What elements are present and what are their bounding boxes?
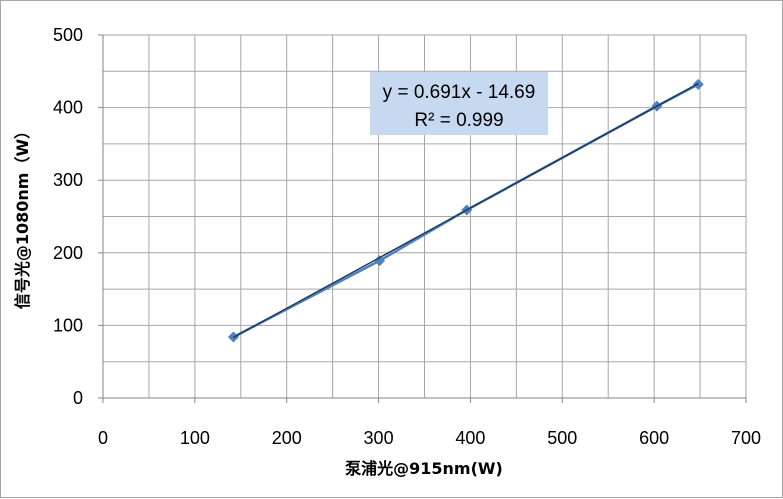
- y-tick-label: 500: [53, 25, 83, 45]
- x-tick-label: 700: [731, 428, 761, 448]
- x-tick-label: 400: [455, 428, 485, 448]
- equation-annotation: y = 0.691x - 14.69 R² = 0.999: [370, 72, 548, 135]
- x-axis-title: 泵浦光@915nm(W): [344, 459, 503, 478]
- x-tick-label: 500: [547, 428, 577, 448]
- trendline-equation: y = 0.691x - 14.69: [383, 82, 536, 103]
- x-tick-label: 0: [98, 428, 108, 448]
- trendline: [233, 82, 699, 339]
- x-tick-label: 300: [364, 428, 394, 448]
- y-tick-label: 0: [73, 388, 83, 408]
- x-tick-label: 100: [180, 428, 210, 448]
- axes: [98, 34, 747, 403]
- y-tick-label: 300: [53, 170, 83, 190]
- trendline-layer: [233, 82, 699, 339]
- equation-box: [370, 72, 548, 135]
- tick-labels: 0 100 200 300 400 500 600 700 0 100 200 300 400 500: [53, 25, 761, 448]
- data-point: [373, 255, 385, 267]
- y-axis-title: 信号光@1080nm（W）: [13, 123, 32, 309]
- grid: [102, 34, 747, 399]
- r-squared-label: R² = 0.999: [414, 110, 503, 131]
- x-tick-label: 600: [639, 428, 669, 448]
- y-tick-label: 100: [53, 315, 83, 335]
- y-tick-label: 200: [53, 243, 83, 263]
- y-tick-label: 400: [53, 98, 83, 118]
- x-tick-label: 200: [272, 428, 302, 448]
